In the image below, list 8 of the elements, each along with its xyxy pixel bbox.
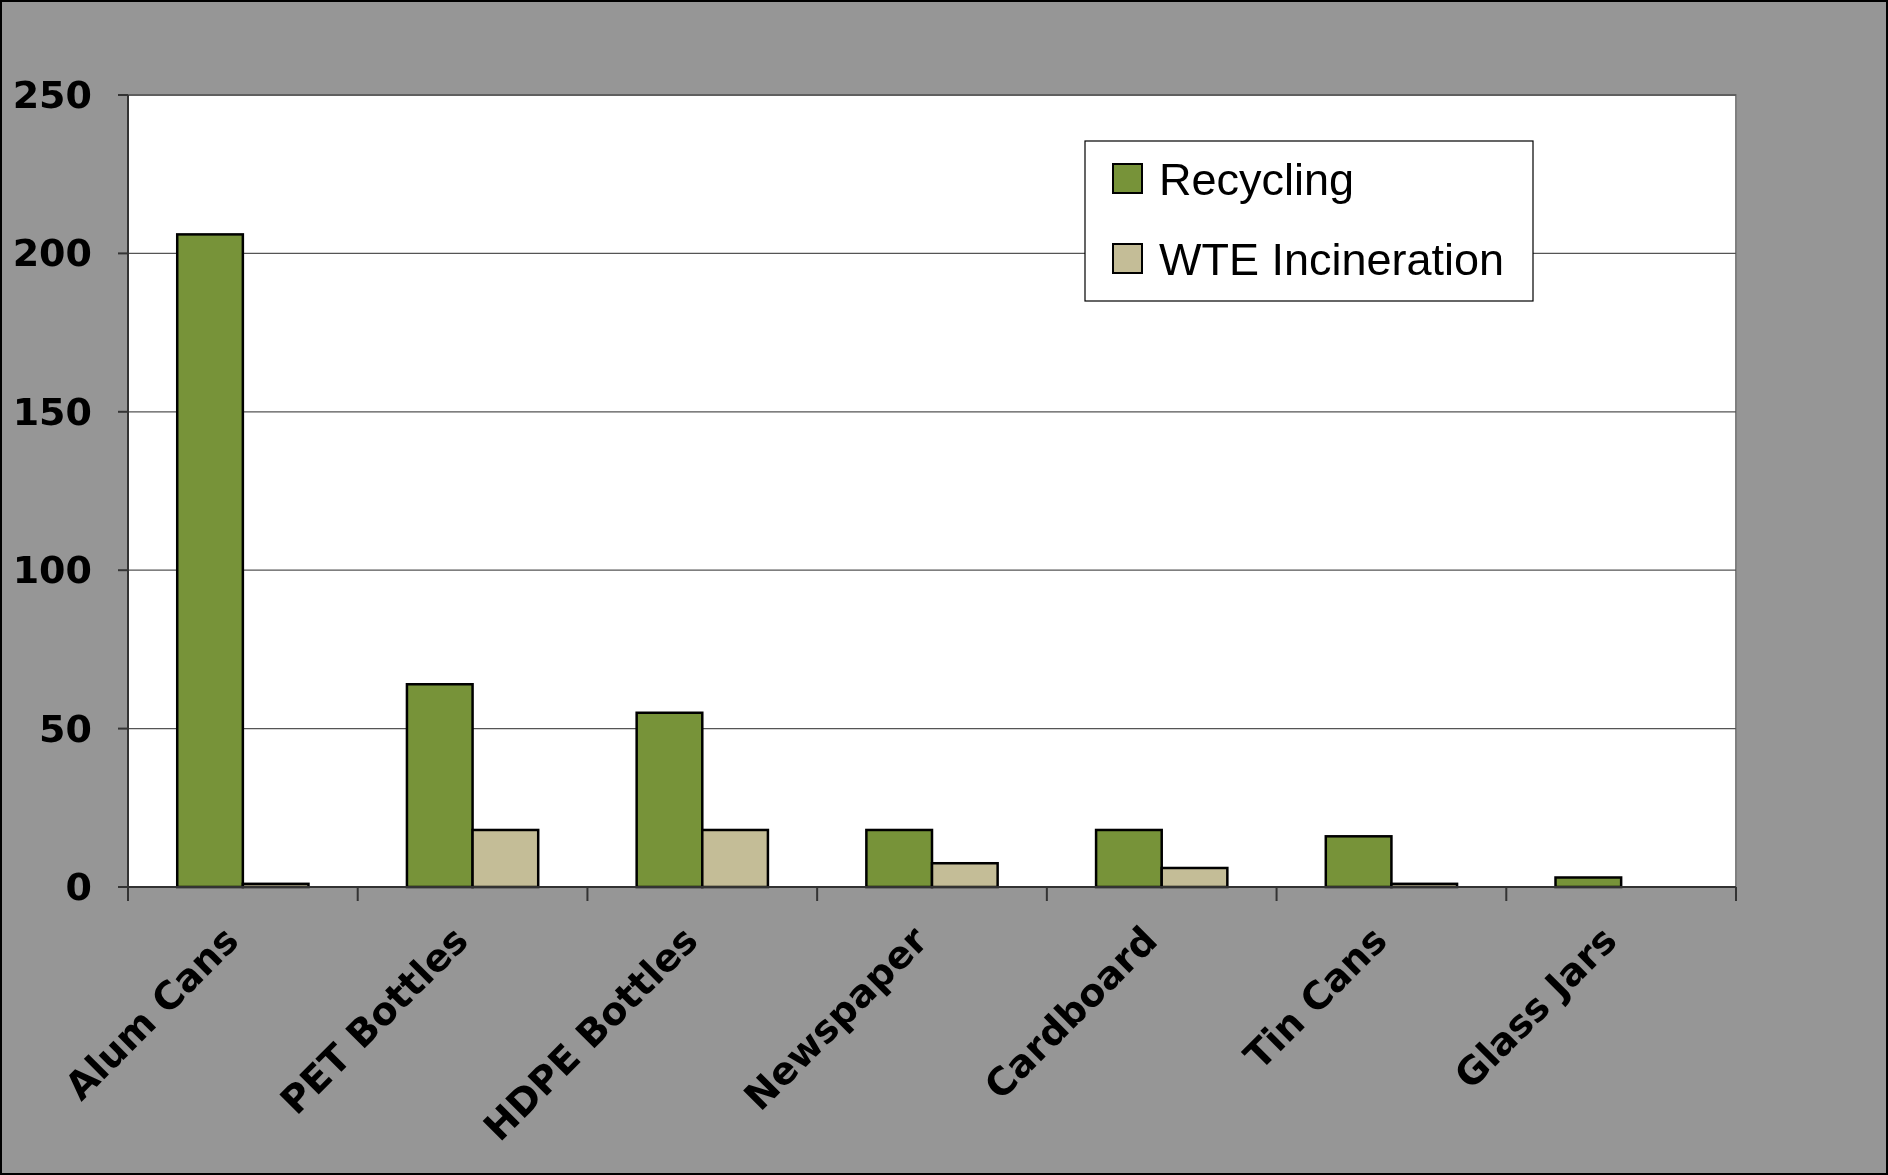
y-tick-label: 250 xyxy=(12,73,92,117)
y-tick-label: 50 xyxy=(39,706,92,751)
legend-label: Recycling xyxy=(1159,153,1355,205)
y-tick-label: 0 xyxy=(65,865,92,909)
y-tick-label: 150 xyxy=(12,389,92,434)
y-tick-label: 200 xyxy=(12,231,92,276)
legend-label: WTE Incineration xyxy=(1159,233,1505,285)
y-tick-label: 100 xyxy=(12,548,92,593)
